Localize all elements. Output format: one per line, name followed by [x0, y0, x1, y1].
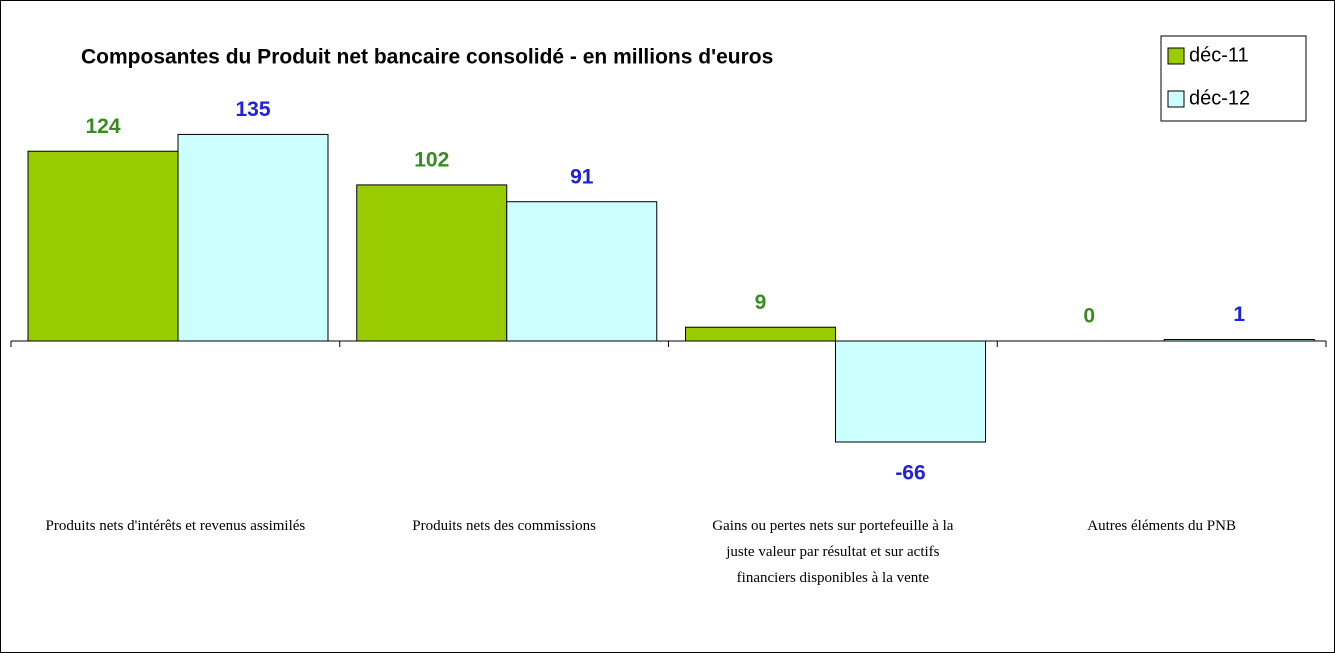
bar	[835, 340, 986, 443]
value-label: 0	[1083, 305, 1095, 328]
x-tick-label: Gains ou pertes nets sur portefeuille à …	[712, 518, 954, 586]
bar	[506, 201, 658, 342]
bar	[685, 326, 836, 342]
legend-box	[1160, 35, 1307, 122]
chart-title: Composantes du Produit net bancaire cons…	[81, 46, 773, 69]
bar	[177, 133, 329, 342]
legend-label: déc-12	[1189, 87, 1250, 109]
value-label: 102	[414, 148, 449, 171]
legend-label: déc-11	[1189, 44, 1249, 66]
x-tick-label: Produits nets d'intérêts et revenus assi…	[45, 518, 306, 534]
value-label: 9	[755, 291, 767, 314]
value-label: 124	[85, 115, 120, 138]
value-label: 135	[235, 98, 270, 121]
bar	[356, 184, 508, 342]
value-label: 1	[1233, 303, 1245, 326]
value-label: -66	[895, 462, 925, 485]
x-tick-label: Autres éléments du PNB	[1087, 518, 1236, 534]
x-tick-label: Produits nets des commissions	[412, 518, 596, 534]
legend-swatch	[1167, 47, 1185, 65]
bar	[27, 150, 179, 342]
value-label: 91	[570, 165, 594, 188]
legend-swatch	[1167, 90, 1185, 108]
